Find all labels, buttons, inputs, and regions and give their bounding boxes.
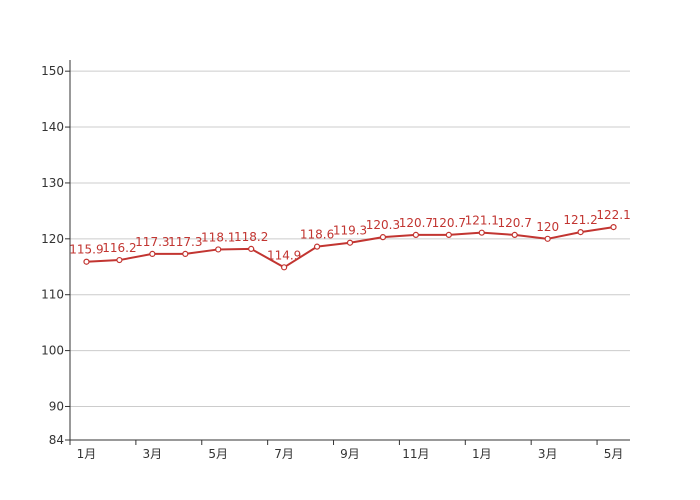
data-label: 114.9: [267, 248, 301, 262]
data-label: 118.2: [234, 230, 268, 244]
data-points: [83, 223, 617, 271]
y-tick-label: 100: [41, 344, 64, 358]
x-tick-labels: 1月 3月 5月 7月 9月 11月 1月 3月 5月: [77, 447, 624, 461]
data-point: [379, 234, 387, 241]
x-tick-label: 5月: [208, 447, 228, 461]
data-point: [412, 231, 419, 239]
data-point: [478, 229, 485, 236]
data-label: 120.3: [366, 218, 400, 232]
data-point: [313, 243, 321, 250]
x-tick-label: 3月: [143, 447, 163, 461]
x-tick-label: 11月: [402, 447, 429, 461]
data-labels: 115.9116.2117.3117.3118.1118.2114.9118.6…: [69, 208, 630, 262]
x-tick-label: 1月: [472, 447, 492, 461]
y-tick-label: 150: [41, 64, 64, 78]
data-point: [248, 245, 255, 252]
data-label: 115.9: [69, 243, 103, 257]
grid-lines: [70, 70, 630, 407]
data-label: 120: [536, 220, 559, 234]
data-label: 120.7: [432, 216, 466, 230]
y-tick-labels: 84 90 100 110 120 130 140 150: [41, 64, 64, 447]
data-label: 117.3: [135, 235, 169, 249]
data-label: 119.3: [333, 224, 367, 238]
data-label: 122.1: [596, 208, 630, 222]
data-point: [281, 264, 288, 271]
data-label: 120.7: [498, 216, 532, 230]
data-point: [149, 250, 156, 258]
data-point: [83, 258, 90, 265]
x-tick-label: 9月: [340, 447, 360, 461]
data-point: [116, 256, 123, 264]
data-label: 121.1: [465, 214, 499, 228]
y-tick-label: 120: [41, 232, 64, 246]
data-label: 120.7: [399, 216, 433, 230]
data-label: 117.3: [168, 235, 202, 249]
axes: [65, 60, 630, 445]
y-tick-label: 130: [41, 176, 64, 190]
y-tick-label: 84: [49, 433, 64, 447]
y-tick-label: 110: [41, 288, 64, 302]
data-point: [544, 235, 551, 242]
data-label: 118.6: [300, 228, 334, 242]
data-label: 116.2: [102, 241, 136, 255]
x-tick-label: 5月: [604, 447, 624, 461]
data-point: [511, 231, 518, 239]
y-tick-label: 140: [41, 120, 64, 134]
x-tick-label: 7月: [274, 447, 294, 461]
data-point: [346, 239, 354, 246]
x-tick-label: 3月: [538, 447, 558, 461]
x-tick-label: 1月: [77, 447, 97, 461]
data-point: [445, 231, 452, 239]
y-tick-label: 90: [49, 399, 64, 413]
data-point: [182, 250, 189, 258]
data-point: [215, 246, 222, 253]
data-point: [577, 229, 584, 236]
data-point: [610, 223, 617, 231]
data-label: 121.2: [563, 213, 597, 227]
data-label: 118.1: [201, 230, 235, 244]
